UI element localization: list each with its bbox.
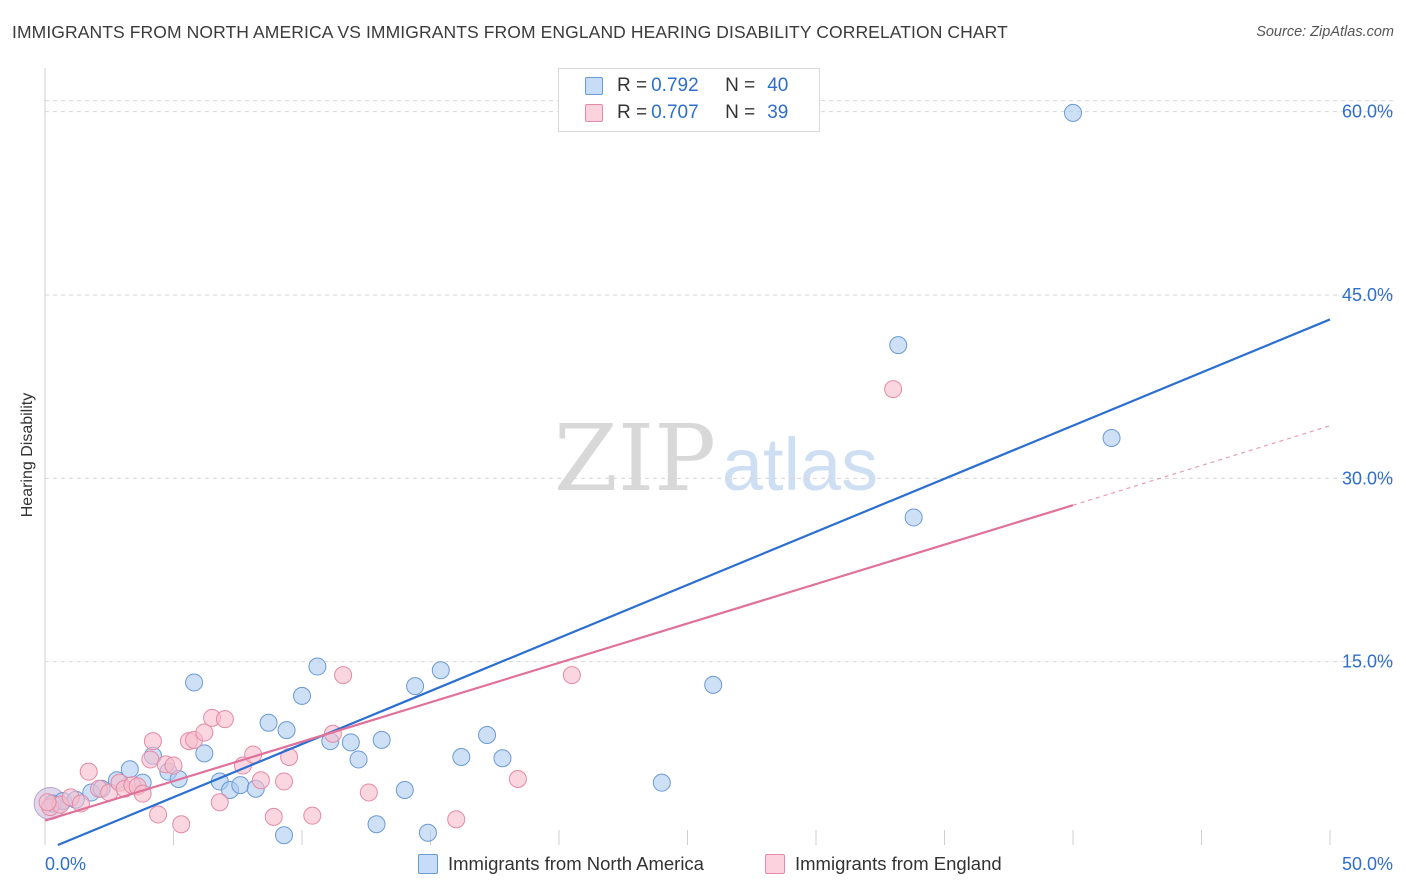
y-tick-label: 45.0% bbox=[1342, 285, 1393, 305]
point-england bbox=[884, 380, 903, 399]
trendline-north-america bbox=[57, 318, 1331, 847]
point-north-america bbox=[1102, 429, 1121, 447]
watermark-zip: ZIP bbox=[554, 405, 716, 512]
point-north-america bbox=[395, 781, 414, 799]
point-england bbox=[508, 770, 527, 788]
point-north-america bbox=[259, 713, 278, 732]
legend-n-label: N = bbox=[725, 75, 756, 96]
legend-row-england: R = 0.707 N = 39 bbox=[585, 101, 788, 125]
trendline-england bbox=[44, 504, 1074, 822]
point-north-america bbox=[418, 823, 437, 842]
point-england bbox=[38, 793, 57, 812]
legend-n-value: 40 bbox=[767, 75, 789, 96]
point-england bbox=[303, 806, 322, 825]
point-england bbox=[149, 805, 168, 824]
point-north-america bbox=[341, 733, 360, 752]
legend-r-label: R = bbox=[617, 102, 648, 123]
y-tick-label: 60.0% bbox=[1342, 102, 1393, 122]
x-tick-label: 50.0% bbox=[1342, 854, 1393, 874]
correlation-legend: R = 0.792 N = 40 R = 0.707 N = 39 bbox=[558, 68, 820, 132]
legend-n-value: 39 bbox=[767, 102, 789, 123]
point-north-america bbox=[349, 750, 368, 769]
point-england bbox=[275, 772, 294, 791]
watermark-atlas: atlas bbox=[722, 423, 878, 506]
point-england bbox=[172, 815, 191, 834]
legend-r-value: 0.707 bbox=[651, 102, 699, 123]
point-england bbox=[143, 732, 162, 751]
legend-swatch-pink bbox=[585, 104, 603, 122]
point-england bbox=[264, 807, 283, 826]
source-label: Source: ZipAtlas.com bbox=[1256, 24, 1394, 40]
y-tick-label: 30.0% bbox=[1342, 468, 1393, 488]
point-england bbox=[447, 810, 466, 829]
bottom-legend-swatch-blue bbox=[418, 854, 438, 874]
point-north-america bbox=[904, 508, 923, 527]
point-england bbox=[141, 750, 160, 769]
point-england bbox=[562, 666, 581, 685]
point-north-america bbox=[431, 661, 450, 680]
point-north-america bbox=[652, 773, 671, 792]
legend-n-label: N = bbox=[725, 102, 756, 123]
point-england bbox=[210, 793, 229, 812]
point-north-america bbox=[275, 826, 294, 845]
y-tick-label: 15.0% bbox=[1342, 652, 1393, 672]
point-north-america bbox=[185, 673, 204, 692]
point-england bbox=[334, 666, 353, 685]
point-north-america bbox=[452, 748, 471, 766]
point-north-america bbox=[478, 726, 497, 744]
point-north-america bbox=[293, 686, 311, 705]
bottom-legend-england: Immigrants from England bbox=[765, 853, 1002, 875]
bottom-legend-swatch-pink bbox=[765, 854, 785, 874]
point-north-america bbox=[372, 730, 391, 749]
point-england bbox=[195, 723, 214, 742]
x-tick-label: 0.0% bbox=[45, 854, 86, 874]
legend-r-value: 0.792 bbox=[651, 75, 699, 96]
point-north-america bbox=[308, 657, 327, 676]
point-england bbox=[251, 771, 270, 790]
point-england bbox=[164, 756, 183, 775]
point-england bbox=[215, 710, 234, 729]
point-england bbox=[359, 783, 378, 802]
trendline-england-extrapolated bbox=[1072, 425, 1331, 506]
legend-r-label: R = bbox=[617, 75, 648, 96]
point-england bbox=[79, 762, 98, 781]
bottom-legend-label: Immigrants from England bbox=[795, 853, 1002, 874]
point-north-america bbox=[889, 336, 908, 355]
point-north-america bbox=[406, 677, 425, 696]
legend-row-north-america: R = 0.792 N = 40 bbox=[585, 74, 788, 98]
point-north-america bbox=[277, 721, 296, 740]
point-north-america bbox=[195, 744, 214, 763]
bottom-legend-north-america: Immigrants from North America bbox=[418, 853, 704, 875]
chart-title: IMMIGRANTS FROM NORTH AMERICA VS IMMIGRA… bbox=[12, 22, 1008, 42]
point-north-america bbox=[367, 815, 386, 834]
point-north-america bbox=[231, 776, 250, 795]
point-north-america bbox=[493, 749, 512, 768]
legend-swatch-blue bbox=[585, 77, 603, 95]
bottom-legend-label: Immigrants from North America bbox=[448, 853, 704, 874]
point-north-america bbox=[704, 675, 723, 694]
point-north-america bbox=[1064, 103, 1082, 122]
